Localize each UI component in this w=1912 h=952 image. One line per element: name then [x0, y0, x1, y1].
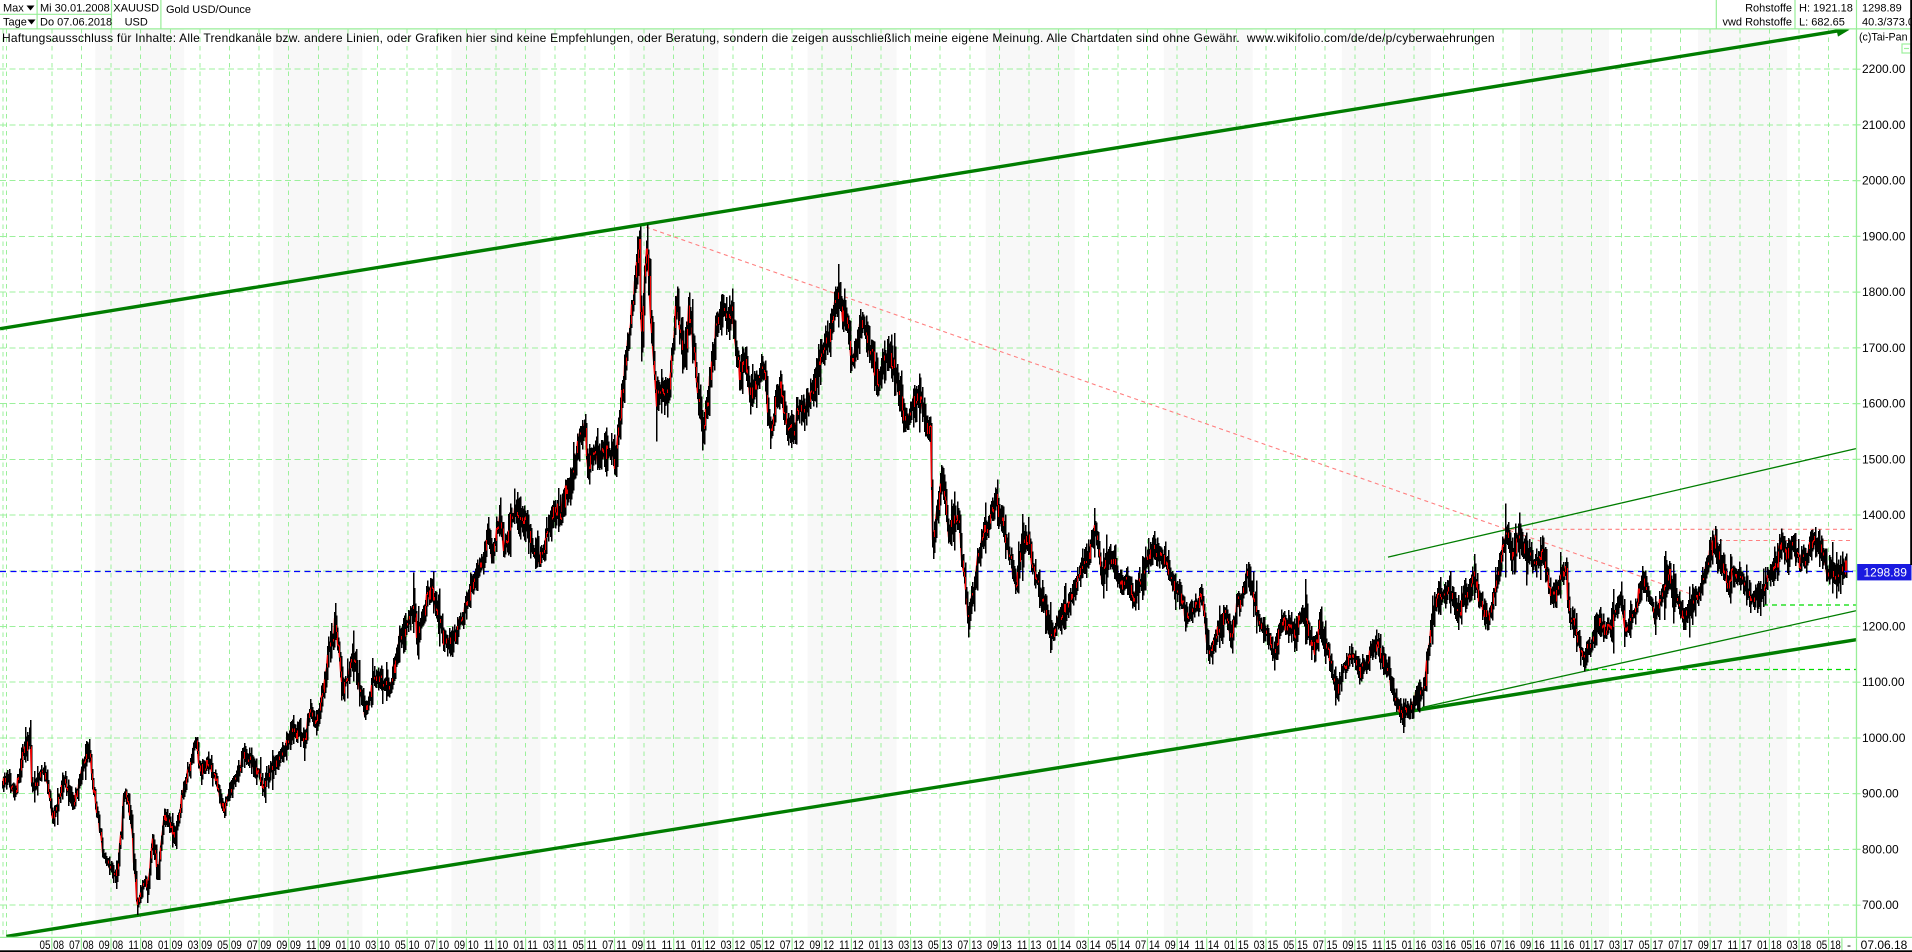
svg-text:03 18: 03 18 — [1787, 938, 1812, 952]
svg-text:XAUUSD: XAUUSD — [113, 3, 159, 15]
svg-text:03 11: 03 11 — [543, 938, 568, 952]
svg-text:01 18: 01 18 — [1757, 938, 1782, 952]
svg-text:01 17: 01 17 — [1579, 938, 1604, 952]
svg-text:05 15: 05 15 — [1283, 938, 1308, 952]
svg-text:H: 1921.18: H: 1921.18 — [1799, 3, 1853, 15]
svg-text:05 09: 05 09 — [217, 938, 242, 952]
svg-text:05 17: 05 17 — [1639, 938, 1664, 952]
svg-text:11 17: 11 17 — [1728, 938, 1753, 952]
svg-text:01 16: 01 16 — [1402, 938, 1427, 952]
svg-text:40.3/373.0 (: 40.3/373.0 ( — [1862, 17, 1912, 29]
svg-text:03 14: 03 14 — [1076, 938, 1101, 952]
svg-text:05 12: 05 12 — [750, 938, 775, 952]
svg-text:07 16: 07 16 — [1491, 938, 1516, 952]
svg-text:03 13: 03 13 — [898, 938, 923, 952]
svg-text:11 16: 11 16 — [1550, 938, 1575, 952]
svg-text:900.00: 900.00 — [1862, 787, 1899, 801]
svg-text:-: - — [1847, 938, 1851, 952]
svg-text:07 14: 07 14 — [1135, 938, 1160, 952]
svg-text:1000.00: 1000.00 — [1862, 731, 1906, 745]
svg-text:01 10: 01 10 — [336, 938, 361, 952]
svg-text:01 15: 01 15 — [1224, 938, 1249, 952]
svg-text:11 14: 11 14 — [1194, 938, 1219, 952]
svg-text:1900.00: 1900.00 — [1862, 229, 1906, 243]
svg-text:09 13: 09 13 — [987, 938, 1012, 952]
svg-text:03 17: 03 17 — [1609, 938, 1634, 952]
svg-text:03 15: 03 15 — [1254, 938, 1279, 952]
svg-text:1700.00: 1700.00 — [1862, 341, 1906, 355]
svg-text:11 15: 11 15 — [1372, 938, 1397, 952]
svg-text:07 15: 07 15 — [1313, 938, 1338, 952]
svg-text:1800.00: 1800.00 — [1862, 285, 1906, 299]
svg-text:09 09: 09 09 — [276, 938, 301, 952]
svg-text:05 14: 05 14 — [1106, 938, 1131, 952]
svg-text:01 09: 01 09 — [158, 938, 183, 952]
svg-text:09 17: 09 17 — [1698, 938, 1723, 952]
svg-text:2000.00: 2000.00 — [1862, 174, 1906, 188]
svg-text:Gold USD/Ounce: Gold USD/Ounce — [166, 4, 251, 16]
svg-text:01 13: 01 13 — [869, 938, 894, 952]
svg-text:11 08: 11 08 — [128, 938, 153, 952]
svg-text:Mi 30.01.2008: Mi 30.01.2008 — [40, 3, 110, 15]
svg-text:03 09: 03 09 — [188, 938, 213, 952]
svg-text:1200.00: 1200.00 — [1862, 620, 1906, 634]
svg-text:2100.00: 2100.00 — [1862, 118, 1906, 132]
svg-text:800.00: 800.00 — [1862, 842, 1899, 856]
svg-text:Max: Max — [3, 3, 24, 15]
svg-text:Tage: Tage — [3, 17, 27, 29]
svg-text:07.06.18: 07.06.18 — [1861, 938, 1908, 952]
svg-text:01 12: 01 12 — [691, 938, 716, 952]
svg-text:1400.00: 1400.00 — [1862, 508, 1906, 522]
svg-text:Haftungsausschluss für Inhalte: Haftungsausschluss für Inhalte: Alle Tre… — [2, 31, 1495, 45]
svg-text:Do 07.06.2018: Do 07.06.2018 — [40, 17, 112, 29]
svg-text:03 12: 03 12 — [721, 938, 746, 952]
svg-text:2200.00: 2200.00 — [1862, 62, 1906, 76]
svg-text:(c)Tai-Pan: (c)Tai-Pan — [1859, 32, 1908, 44]
svg-text:11 12: 11 12 — [839, 938, 864, 952]
svg-text:09 10: 09 10 — [454, 938, 479, 952]
svg-text:03 16: 03 16 — [1431, 938, 1456, 952]
svg-text:11 10: 11 10 — [484, 938, 509, 952]
svg-text:700.00: 700.00 — [1862, 898, 1899, 912]
svg-text:05 08: 05 08 — [40, 938, 65, 952]
svg-text:09 15: 09 15 — [1343, 938, 1368, 952]
svg-text:03 10: 03 10 — [365, 938, 390, 952]
svg-text:07 13: 07 13 — [958, 938, 983, 952]
svg-text:11 13: 11 13 — [1017, 938, 1042, 952]
svg-text:05 10: 05 10 — [395, 938, 420, 952]
svg-text:1100.00: 1100.00 — [1862, 675, 1905, 689]
svg-text:09 12: 09 12 — [810, 938, 835, 952]
svg-text:11 11: 11 11 — [661, 938, 686, 952]
svg-text:05 18: 05 18 — [1816, 938, 1841, 952]
svg-text:USD: USD — [125, 17, 148, 29]
svg-text:07 10: 07 10 — [425, 938, 450, 952]
svg-text:07 11: 07 11 — [602, 938, 627, 952]
svg-text:1600.00: 1600.00 — [1862, 397, 1906, 411]
svg-text:05 11: 05 11 — [573, 938, 598, 952]
svg-text:05 13: 05 13 — [928, 938, 953, 952]
svg-text:09 11: 09 11 — [632, 938, 657, 952]
svg-text:11 09: 11 09 — [306, 938, 331, 952]
svg-text:Rohstoffe: Rohstoffe — [1745, 3, 1792, 15]
svg-text:09 16: 09 16 — [1520, 938, 1545, 952]
svg-text:09 14: 09 14 — [1165, 938, 1190, 952]
svg-text:01 11: 01 11 — [513, 938, 538, 952]
svg-text:07 12: 07 12 — [780, 938, 805, 952]
svg-text:vwd Rohstoffe: vwd Rohstoffe — [1722, 17, 1792, 29]
svg-text:05 16: 05 16 — [1461, 938, 1486, 952]
svg-text:1500.00: 1500.00 — [1862, 452, 1906, 466]
svg-text:07 17: 07 17 — [1668, 938, 1693, 952]
svg-text:L: 682.65: L: 682.65 — [1799, 17, 1845, 29]
svg-text:07 09: 07 09 — [247, 938, 272, 952]
svg-text:1298.89: 1298.89 — [1864, 566, 1908, 580]
svg-text:07 08: 07 08 — [69, 938, 94, 952]
svg-text:09 08: 09 08 — [99, 938, 124, 952]
svg-text:1298.89: 1298.89 — [1862, 3, 1902, 15]
svg-text:01 14: 01 14 — [1046, 938, 1071, 952]
